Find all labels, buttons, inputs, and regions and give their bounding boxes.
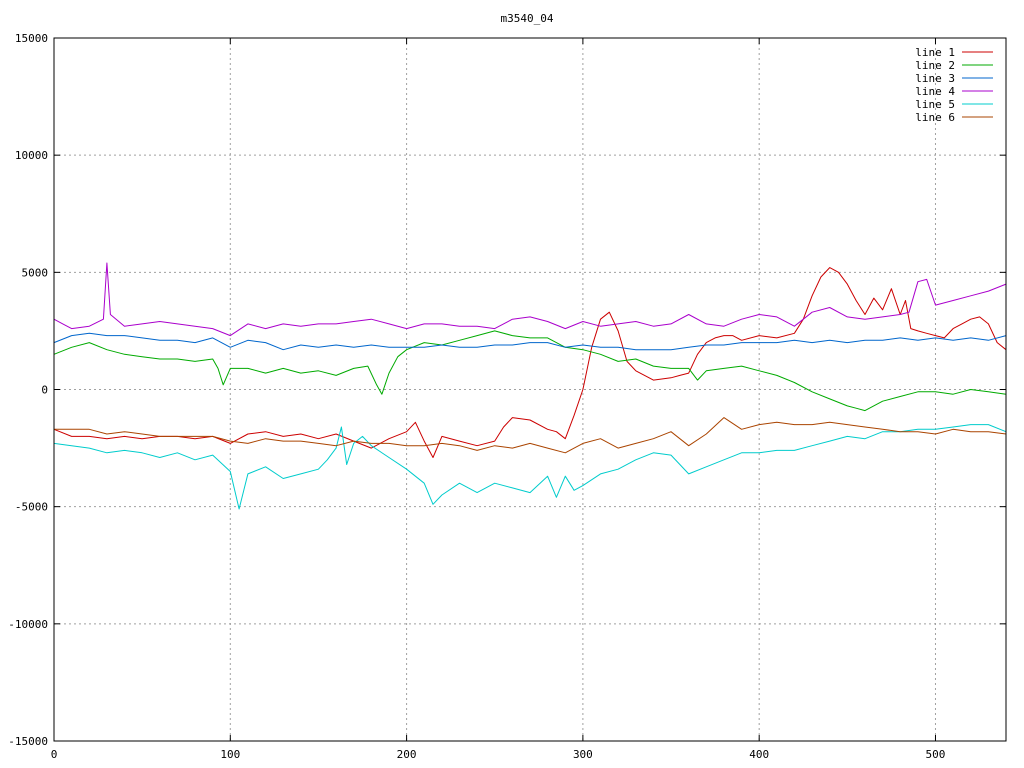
x-tick-label: 300 [573,748,593,761]
series-line-6 [54,417,1007,454]
series-line-5 [53,424,1007,510]
x-tick-label: 500 [926,748,946,761]
legend-label: line 1 [915,46,955,59]
legend-label: line 6 [915,111,955,124]
series-group [53,262,1007,510]
axis-ticks: 0 100 200 300 400 500 -15000 -10000 -5000 0 5000 10… [8,32,1006,761]
series-line-1 [53,267,1007,458]
legend-label: line 3 [915,72,955,85]
chart-title: m3540_04 [501,12,554,25]
series-line-2 [53,330,1007,412]
y-tick-label: -15000 [8,735,48,748]
y-tick-label: 10000 [15,149,48,162]
y-tick-label: 5000 [22,266,49,279]
grid [54,38,1006,741]
legend-label: line 5 [915,98,955,111]
x-tick-label: 100 [220,748,240,761]
x-tick-label: 400 [749,748,769,761]
legend-label: line 4 [915,85,955,98]
y-tick-label: -5000 [15,501,48,514]
series-line-4 [53,262,1007,337]
legend-label: line 2 [915,59,955,72]
series-line-3 [53,332,1007,351]
x-tick-label: 0 [51,748,58,761]
y-tick-label: -10000 [8,618,48,631]
x-tick-label: 200 [397,748,417,761]
y-tick-label: 15000 [15,32,48,45]
y-tick-label: 0 [41,384,48,397]
